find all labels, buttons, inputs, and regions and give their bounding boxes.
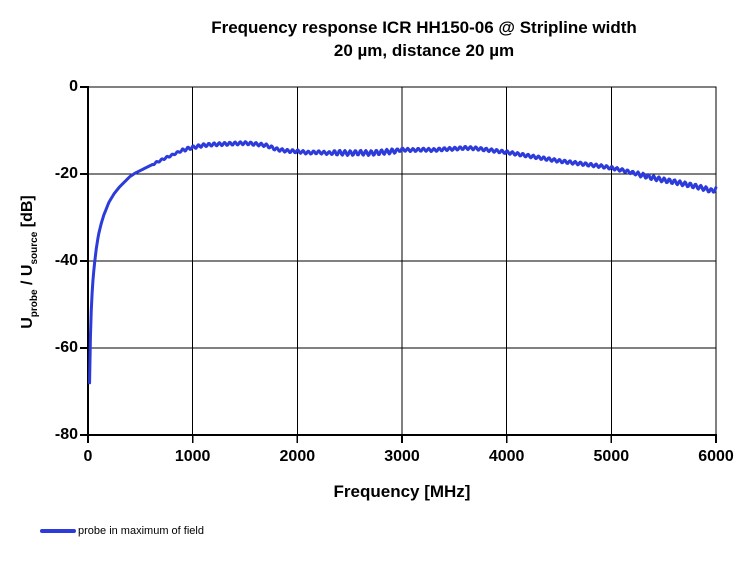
y-axis-title-sub-1: probe	[29, 289, 41, 318]
x-tick-label: 0	[83, 448, 93, 465]
y-axis-title-unit: [dB]	[19, 195, 36, 232]
y-tick-label: -60	[54, 339, 78, 356]
x-axis-title: Frequency [MHz]	[333, 482, 471, 501]
data-series-curve	[88, 140, 718, 385]
x-tick-label: 2000	[279, 448, 316, 465]
x-tick-label: 4000	[488, 448, 525, 465]
x-tick-label: 5000	[593, 448, 630, 465]
legend-label: probe in maximum of field	[78, 525, 204, 537]
y-tick-label: -80	[54, 426, 78, 443]
y-tick-label: -40	[54, 252, 78, 269]
legend: probe in maximum of field	[40, 523, 204, 539]
chart-title: Frequency response ICR HH150-06 @ Stripl…	[110, 16, 738, 62]
y-axis-title-symbol-1: U	[19, 317, 36, 329]
y-axis-title-separator: /	[19, 276, 36, 290]
y-tick-label: -20	[54, 165, 78, 182]
x-tick-label: 6000	[698, 448, 734, 465]
y-axis-title-symbol-2: U	[19, 264, 36, 277]
x-tick-label: 3000	[384, 448, 420, 465]
legend-line-sample	[40, 529, 76, 533]
chart-title-line-1: Frequency response ICR HH150-06 @ Stripl…	[211, 18, 637, 37]
y-axis-title: Uprobe / Usource [dB]	[16, 112, 40, 412]
chart-title-line-2: 20 µm, distance 20 µm	[333, 41, 515, 60]
x-tick-label: 1000	[174, 448, 211, 465]
y-tick-label: 0	[69, 78, 78, 95]
y-axis-title-sub-2: source	[29, 231, 41, 265]
